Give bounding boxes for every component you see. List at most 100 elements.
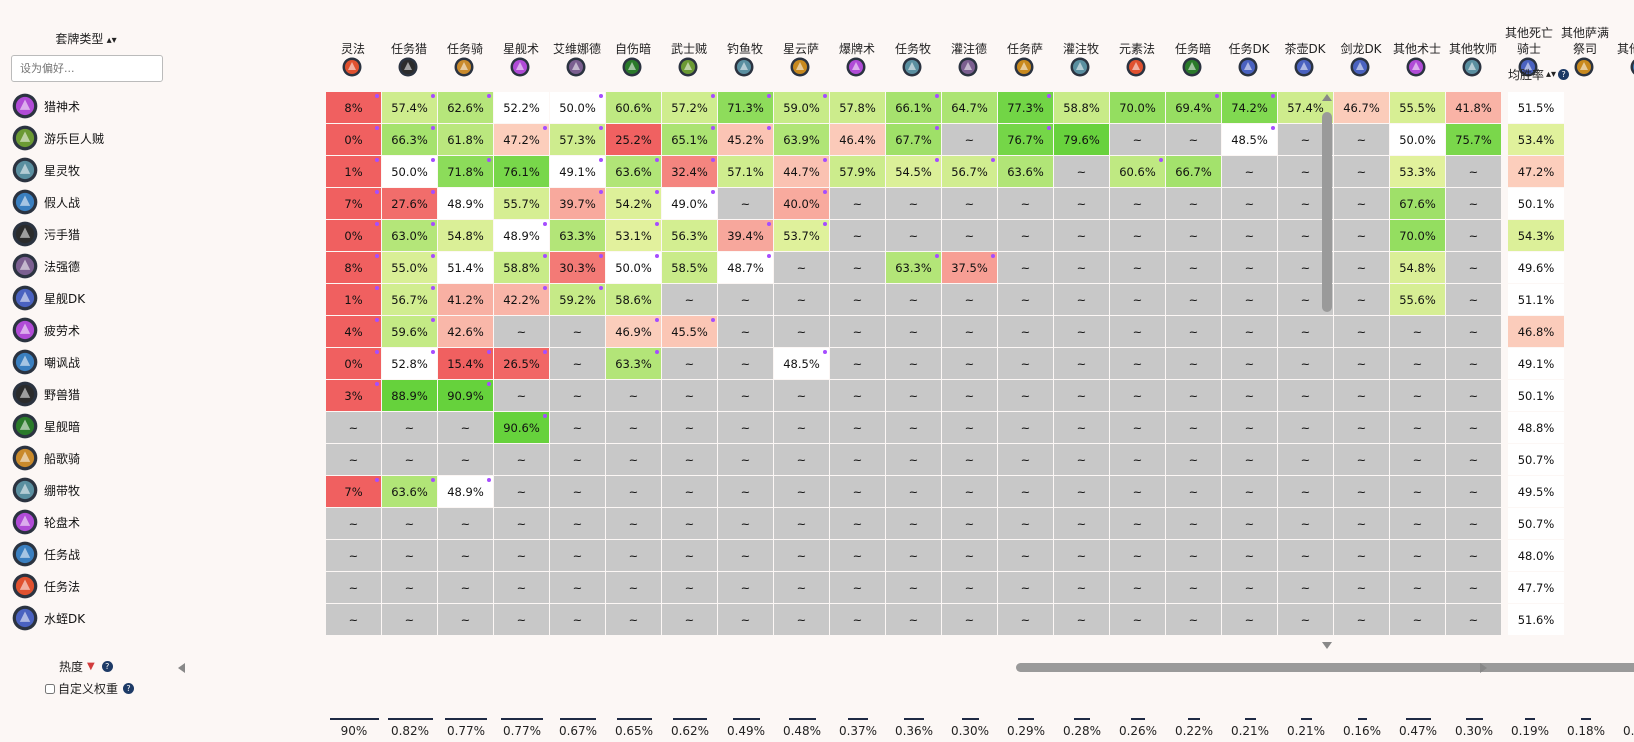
matchup-cell[interactable]: ~	[1222, 540, 1277, 571]
matchup-cell[interactable]: ~	[1334, 444, 1389, 475]
matchup-cell[interactable]: ~	[718, 412, 773, 443]
matchup-cell[interactable]: ~	[1110, 604, 1165, 635]
matchup-cell[interactable]: ~	[830, 252, 885, 283]
matchup-cell[interactable]: ~	[550, 348, 605, 379]
matchup-cell[interactable]: ~	[998, 188, 1053, 219]
matchup-cell[interactable]: ~	[998, 540, 1053, 571]
matchup-cell[interactable]: ~	[1110, 444, 1165, 475]
matchup-cell[interactable]: 53.7%	[774, 220, 829, 251]
matchup-cell[interactable]: ~	[1054, 444, 1109, 475]
matchup-cell[interactable]: 1%	[326, 284, 381, 315]
matchup-cell[interactable]: ~	[662, 572, 717, 603]
matchup-cell[interactable]: ~	[830, 284, 885, 315]
matchup-cell[interactable]: 60.6%	[606, 92, 661, 123]
matchup-cell[interactable]: ~	[1446, 604, 1501, 635]
matchup-cell[interactable]: ~	[494, 476, 549, 507]
column-header-12[interactable]: 任务萨	[1006, 42, 1043, 56]
matchup-cell[interactable]: ~	[1110, 540, 1165, 571]
matchup-cell[interactable]: ~	[1166, 476, 1221, 507]
matchup-cell[interactable]: 77.3%	[998, 92, 1053, 123]
matchup-cell[interactable]: ~	[942, 572, 997, 603]
matchup-cell[interactable]: ~	[998, 316, 1053, 347]
matchup-cell[interactable]: ~	[1166, 124, 1221, 155]
matchup-cell[interactable]: 63.0%	[382, 220, 437, 251]
matchup-cell[interactable]: ~	[1334, 252, 1389, 283]
custom-weight-toggle[interactable]: 自定义权重 ?	[45, 680, 135, 697]
matchup-cell[interactable]: ~	[886, 476, 941, 507]
matchup-cell[interactable]: ~	[942, 220, 997, 251]
matchup-cell[interactable]: ~	[830, 572, 885, 603]
matchup-cell[interactable]: 27.6%	[382, 188, 437, 219]
matchup-cell[interactable]: ~	[830, 380, 885, 411]
matchup-cell[interactable]: ~	[662, 540, 717, 571]
matchup-cell[interactable]: ~	[382, 508, 437, 539]
matchup-cell[interactable]: 53.3%	[1390, 156, 1445, 187]
matchup-cell[interactable]: ~	[1446, 508, 1501, 539]
matchup-cell[interactable]: ~	[438, 572, 493, 603]
matchup-cell[interactable]: 37.5%	[942, 252, 997, 283]
matchup-cell[interactable]: ~	[1446, 284, 1501, 315]
matchup-cell[interactable]: 40.0%	[774, 188, 829, 219]
matchup-cell[interactable]: 59.2%	[550, 284, 605, 315]
matchup-cell[interactable]: ~	[886, 508, 941, 539]
matchup-cell[interactable]: ~	[1166, 572, 1221, 603]
column-header-23[interactable]: 其他战士	[1616, 42, 1634, 56]
deck-row-label[interactable]: 猎神术	[12, 90, 80, 122]
matchup-cell[interactable]: 58.5%	[662, 252, 717, 283]
matchup-cell[interactable]: ~	[382, 572, 437, 603]
matchup-cell[interactable]: ~	[1390, 540, 1445, 571]
matchup-cell[interactable]: 32.4%	[662, 156, 717, 187]
matchup-cell[interactable]: ~	[1222, 188, 1277, 219]
matchup-cell[interactable]: 70.0%	[1390, 220, 1445, 251]
matchup-cell[interactable]: ~	[1390, 572, 1445, 603]
matchup-cell[interactable]: ~	[1054, 284, 1109, 315]
matchup-cell[interactable]: ~	[326, 444, 381, 475]
matchup-cell[interactable]: ~	[886, 540, 941, 571]
matchup-cell[interactable]: ~	[606, 604, 661, 635]
deck-row-label[interactable]: 游乐巨人贼	[12, 122, 104, 154]
matchup-cell[interactable]: ~	[998, 284, 1053, 315]
matchup-cell[interactable]: ~	[774, 316, 829, 347]
matchup-cell[interactable]: ~	[1110, 508, 1165, 539]
matchup-cell[interactable]: ~	[662, 444, 717, 475]
matchup-cell[interactable]: 51.4%	[438, 252, 493, 283]
matchup-cell[interactable]: ~	[1446, 188, 1501, 219]
matchup-cell[interactable]: ~	[1390, 508, 1445, 539]
matchup-cell[interactable]: ~	[718, 348, 773, 379]
matchup-cell[interactable]: ~	[886, 444, 941, 475]
matchup-cell[interactable]: 8%	[326, 252, 381, 283]
matchup-cell[interactable]: ~	[1222, 284, 1277, 315]
matchup-cell[interactable]: ~	[1222, 508, 1277, 539]
matchup-cell[interactable]: ~	[718, 284, 773, 315]
matchup-cell[interactable]: 66.3%	[382, 124, 437, 155]
matchup-cell[interactable]: ~	[774, 412, 829, 443]
matchup-cell[interactable]: ~	[550, 316, 605, 347]
matchup-cell[interactable]: 46.4%	[830, 124, 885, 155]
matchup-cell[interactable]: ~	[774, 252, 829, 283]
deck-row-label[interactable]: 任务法	[12, 570, 80, 602]
matchup-cell[interactable]: ~	[774, 572, 829, 603]
matchup-cell[interactable]: ~	[1054, 220, 1109, 251]
matchup-cell[interactable]: ~	[1278, 604, 1333, 635]
matchup-cell[interactable]: ~	[326, 540, 381, 571]
matchup-cell[interactable]: 57.4%	[382, 92, 437, 123]
column-header-0[interactable]: 灵法	[340, 42, 365, 56]
matchup-cell[interactable]: ~	[774, 508, 829, 539]
matchup-cell[interactable]: ~	[1166, 380, 1221, 411]
matchup-cell[interactable]: ~	[1110, 476, 1165, 507]
column-header-2[interactable]: 任务骑	[446, 42, 483, 56]
matchup-cell[interactable]: ~	[718, 572, 773, 603]
matchup-cell[interactable]: 4%	[326, 316, 381, 347]
matchup-cell[interactable]: ~	[326, 572, 381, 603]
matchup-cell[interactable]: ~	[1054, 572, 1109, 603]
matchup-cell[interactable]: 54.8%	[438, 220, 493, 251]
matchup-cell[interactable]: ~	[774, 604, 829, 635]
matchup-cell[interactable]: ~	[1166, 348, 1221, 379]
matchup-cell[interactable]: ~	[1166, 316, 1221, 347]
matchup-cell[interactable]: ~	[886, 316, 941, 347]
matchup-cell[interactable]: ~	[998, 604, 1053, 635]
matchup-cell[interactable]: ~	[1446, 540, 1501, 571]
matchup-cell[interactable]: ~	[1334, 540, 1389, 571]
deck-row-label[interactable]: 星舰暗	[12, 410, 80, 442]
matchup-cell[interactable]: ~	[1278, 572, 1333, 603]
